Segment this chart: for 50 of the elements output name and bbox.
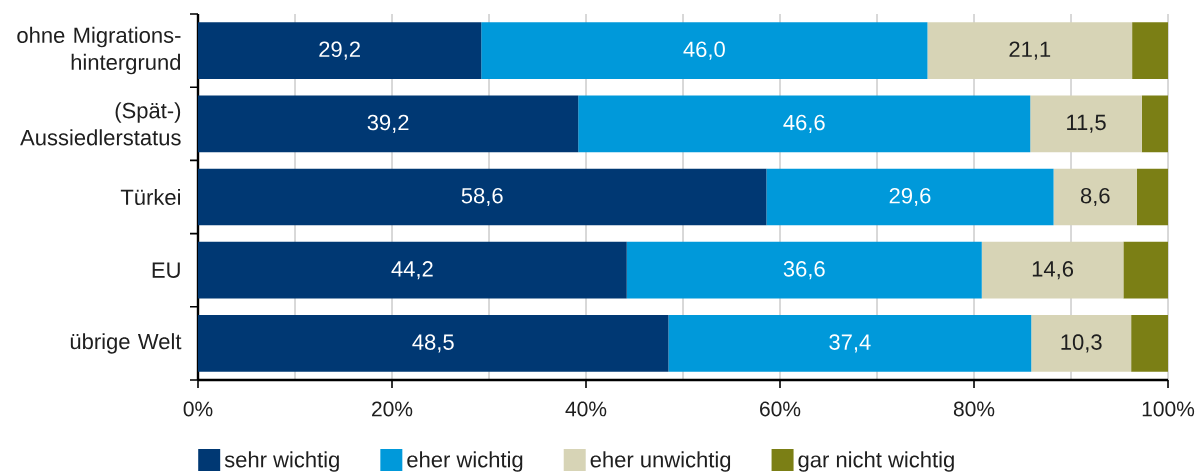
data-label: 46,6 — [783, 114, 825, 133]
data-label: 39,2 — [367, 114, 409, 133]
bar — [1131, 315, 1169, 372]
bar — [198, 22, 482, 79]
data-label: 14,6 — [1032, 261, 1074, 280]
x-tick-label: 20% — [372, 401, 413, 417]
y-tick-label: EU — [152, 262, 180, 278]
legend-label: eher wichtig — [407, 451, 523, 472]
x-tick-label: 40% — [565, 401, 607, 417]
x-tick-label: 60% — [760, 401, 801, 417]
data-label: 48,5 — [412, 334, 454, 353]
data-label: 21,1 — [1009, 41, 1051, 60]
y-tick-label: Türkei — [120, 188, 180, 206]
bar — [1031, 315, 1132, 372]
bar — [981, 241, 1124, 299]
x-tick-label: 0% — [183, 401, 213, 417]
bar — [927, 22, 1133, 79]
bar — [198, 95, 579, 153]
bar — [1053, 168, 1137, 226]
bar — [1132, 22, 1169, 79]
data-label: 11,5 — [1067, 114, 1106, 133]
y-tick-label: (Spät-) Aussiedlerstatus — [20, 102, 181, 146]
data-label: 8,6 — [1080, 187, 1110, 207]
bar — [766, 168, 1054, 226]
bar — [668, 315, 1032, 372]
data-label: 36,6 — [783, 261, 825, 280]
bar — [198, 168, 767, 226]
bar — [578, 95, 1031, 153]
bar — [198, 241, 627, 299]
data-label: 29,6 — [889, 187, 931, 207]
x-tick-label: 100% — [1142, 401, 1195, 417]
bar — [1136, 168, 1169, 226]
legend-label: gar nicht wichtig — [798, 451, 954, 472]
bar — [1123, 241, 1169, 299]
x-tick-label: 80% — [953, 401, 995, 417]
data-label: 44,2 — [391, 261, 433, 280]
bar — [1141, 95, 1169, 153]
data-label: 29,2 — [319, 41, 360, 60]
bar — [198, 315, 669, 372]
bar — [481, 22, 928, 79]
legend-label: sehr wichtig — [224, 451, 339, 472]
data-label: 10,3 — [1061, 334, 1102, 353]
y-tick-label: ohne Migrations-hintergrund — [17, 26, 181, 75]
y-tick-label: übrige Welt — [70, 333, 182, 354]
legend-label: eher unwichtig — [590, 451, 731, 472]
data-label: 37,4 — [829, 334, 871, 353]
bar — [1030, 95, 1142, 153]
bar — [626, 241, 982, 299]
data-label: 46,0 — [683, 41, 725, 60]
data-label: 58,6 — [461, 187, 503, 207]
